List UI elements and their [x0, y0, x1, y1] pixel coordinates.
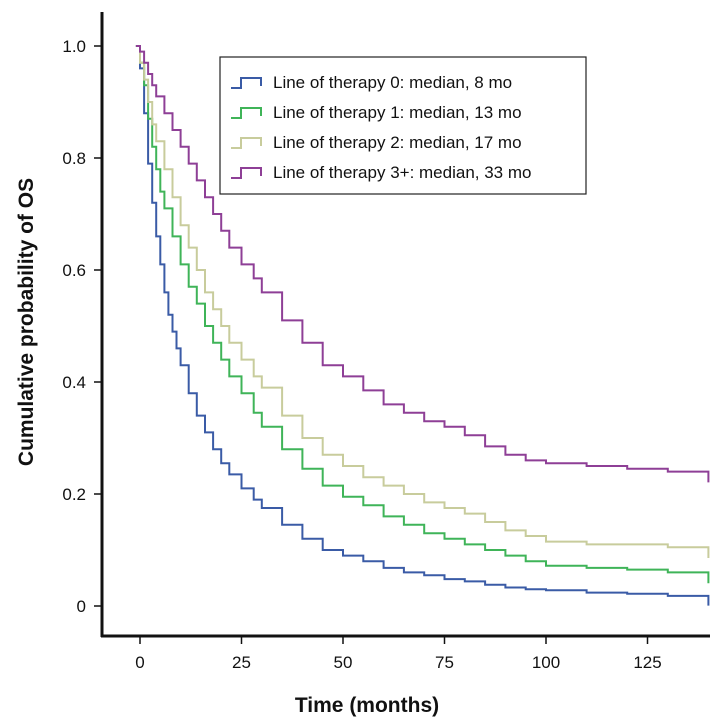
x-tick-label: 25	[232, 653, 251, 672]
axes	[100, 12, 710, 638]
x-tick-label: 125	[633, 653, 661, 672]
y-tick-label: 0	[77, 597, 86, 616]
series-line-0	[135, 45, 710, 606]
y-ticks: 0 0.2 0.4 0.6 0.8 1.0	[62, 37, 102, 616]
legend-swatch-2	[231, 137, 262, 149]
legend: Line of therapy 0: median, 8 mo Line of t…	[219, 56, 587, 195]
y-tick-label: 0.2	[62, 485, 86, 504]
legend-box	[219, 56, 587, 195]
y-tick-label: 0.8	[62, 149, 86, 168]
series-group	[135, 45, 710, 606]
legend-label-3: Line of therapy 3+: median, 33 mo	[273, 163, 531, 182]
legend-swatch-3	[231, 167, 262, 179]
legend-label-0: Line of therapy 0: median, 8 mo	[273, 73, 512, 92]
series-line-2	[135, 45, 710, 558]
legend-label-1: Line of therapy 1: median, 13 mo	[273, 103, 522, 122]
x-tick-label: 100	[532, 653, 560, 672]
y-tick-label: 0.4	[62, 373, 86, 392]
y-tick-label: 1.0	[62, 37, 86, 56]
x-ticks: 0 25 50 75 100 125	[135, 636, 662, 672]
series-line-3	[135, 45, 710, 483]
x-axis-title: Time (months)	[295, 694, 439, 717]
legend-swatch-1	[231, 107, 262, 119]
y-tick-label: 0.6	[62, 261, 86, 280]
x-tick-label: 50	[334, 653, 353, 672]
x-tick-label: 0	[135, 653, 144, 672]
legend-swatch-0	[231, 77, 262, 89]
legend-label-2: Line of therapy 2: median, 17 mo	[273, 133, 522, 152]
legend-items: Line of therapy 0: median, 8 mo Line of t…	[231, 73, 531, 182]
y-axis-title: Cumulative probability of OS	[15, 178, 38, 466]
series-line-1	[135, 45, 710, 584]
x-tick-label: 75	[435, 653, 454, 672]
